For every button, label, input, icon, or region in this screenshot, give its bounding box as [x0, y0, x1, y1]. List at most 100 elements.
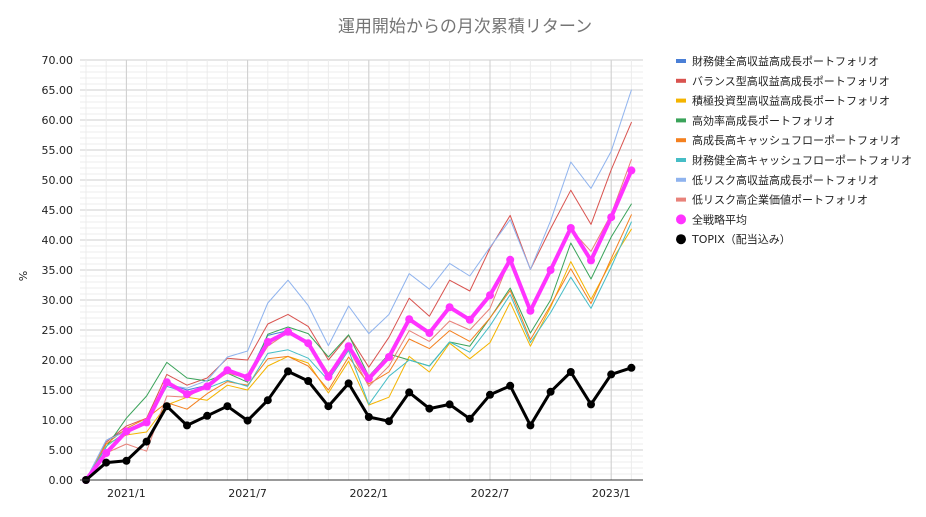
data-point-series-8: [142, 418, 151, 427]
data-point-series-8: [243, 373, 252, 382]
data-point-series-9: [223, 402, 232, 411]
data-point-series-9: [142, 437, 151, 446]
legend-label: 低リスク高収益高成長ポートフォリオ: [692, 173, 879, 187]
legend-swatch: [676, 214, 686, 225]
data-point-series-9: [566, 368, 575, 376]
legend-label: TOPIX（配当込み）: [691, 232, 791, 246]
data-point-series-8: [102, 449, 111, 457]
y-tick-label: 40.00: [42, 234, 74, 247]
series-line-8: [84, 168, 634, 482]
data-point-series-9: [304, 377, 313, 385]
series-line-2: [85, 228, 632, 481]
y-tick-label: 70.00: [42, 54, 74, 67]
data-point-series-8: [385, 353, 393, 361]
y-tick-label: 30.00: [42, 294, 74, 307]
legend-label: 低リスク高企業価値ポートフォリオ: [692, 193, 868, 207]
data-point-series-9: [385, 417, 393, 426]
legend-swatch: [676, 59, 686, 63]
data-point-series-9: [425, 404, 434, 413]
data-point-series-8: [284, 327, 292, 336]
y-tick-label: 15.00: [42, 384, 74, 397]
y-tick-label: 50.00: [42, 174, 74, 187]
data-point-series-8: [344, 342, 353, 351]
data-point-series-9: [405, 388, 414, 397]
data-point-series-8: [587, 256, 595, 265]
legend: 財務健全高収益高成長ポートフォリオバランス型高収益高成長ポートフォリオ積極投資型…: [676, 54, 912, 246]
x-axis-ticks: 2021/1 2021/7 2022/1 2022/7 2023/1: [107, 487, 631, 500]
data-point-series-9: [486, 390, 494, 399]
legend-label: 財務健全高キャッシュフローポートフォリオ: [692, 153, 912, 167]
x-tick-label: 2021/1: [107, 487, 146, 500]
data-point-series-8: [324, 372, 333, 381]
data-point-series-8: [304, 339, 313, 348]
data-point-series-9: [445, 400, 454, 409]
data-point-series-9: [607, 370, 616, 379]
data-point-series-8: [486, 291, 494, 300]
legend-label: 財務健全高収益高成長ポートフォリオ: [692, 54, 879, 68]
grid: [80, 59, 643, 481]
legend-swatch: [676, 197, 686, 202]
data-point-series-8: [364, 374, 373, 383]
data-point-series-8: [465, 315, 474, 324]
legend-label: バランス型高収益高成長ポートフォリオ: [692, 74, 890, 88]
y-tick-label: 45.00: [42, 204, 74, 217]
data-point-series-9: [102, 458, 111, 467]
data-point-series-8: [405, 315, 414, 324]
data-point-series-8: [445, 303, 454, 312]
data-point-series-9: [587, 400, 595, 409]
data-point-series-9: [344, 379, 353, 388]
data-point-series-8: [263, 338, 272, 346]
data-point-series-8: [183, 390, 191, 399]
legend-label: 高成長高キャッシュフローポートフォリオ: [692, 133, 901, 147]
data-point-series-8: [203, 382, 212, 391]
legend-swatch: [676, 138, 686, 143]
series-markers: [82, 166, 636, 484]
legend-swatch: [676, 158, 686, 162]
x-tick-label: 2022/1: [349, 487, 388, 500]
data-point-series-9: [263, 396, 272, 405]
series-lines: [84, 89, 634, 482]
data-point-series-8: [223, 366, 232, 375]
series-line-3: [85, 203, 632, 481]
y-tick-label: 35.00: [42, 264, 74, 277]
y-tick-label: 55.00: [42, 144, 74, 157]
data-point-series-9: [203, 411, 212, 420]
data-point-series-8: [526, 306, 535, 315]
legend-swatch: [676, 177, 686, 182]
legend-swatch: [676, 118, 686, 123]
y-tick-label: 10.00: [42, 414, 74, 427]
y-axis-ticks: 0.00 5.00 10.00 15.00 20.00 25.00 30.00 35.00 40…: [42, 54, 74, 487]
series-line-6: [85, 89, 632, 481]
data-point-series-8: [506, 255, 515, 264]
data-point-series-8: [627, 166, 636, 175]
data-point-series-9: [364, 413, 373, 421]
series-line-9: [84, 366, 633, 482]
chart-title: 運用開始からの月次累積リターン: [338, 17, 592, 37]
x-tick-label: 2022/7: [471, 487, 510, 500]
data-point-series-9: [324, 402, 333, 411]
data-point-series-9: [284, 367, 292, 376]
y-tick-label: 5.00: [49, 444, 74, 457]
legend-swatch: [676, 78, 686, 83]
data-point-series-9: [122, 456, 131, 465]
y-tick-label: 60.00: [42, 114, 74, 127]
x-tick-label: 2021/7: [228, 487, 267, 500]
y-axis-label: %: [17, 271, 30, 281]
y-tick-label: 20.00: [42, 354, 74, 367]
legend-label: 全戦略平均: [692, 212, 747, 226]
data-point-series-8: [607, 213, 616, 222]
data-point-series-9: [465, 414, 474, 423]
y-tick-label: 25.00: [42, 324, 74, 337]
legend-label: 積極投資型高収益高成長ポートフォリオ: [692, 94, 890, 108]
y-tick-label: 65.00: [42, 84, 74, 97]
legend-swatch: [676, 234, 686, 245]
data-point-series-9: [162, 402, 171, 411]
data-point-series-9: [627, 363, 636, 372]
legend-swatch: [676, 98, 686, 103]
data-point-series-9: [243, 416, 252, 425]
series-line-1: [85, 121, 632, 481]
data-point-series-9: [506, 381, 515, 390]
data-point-series-8: [162, 378, 171, 387]
data-point-series-8: [546, 266, 555, 274]
